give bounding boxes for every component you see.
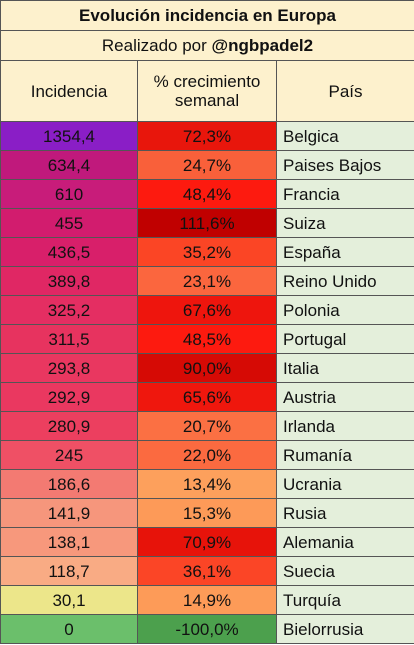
table-row: 455 111,6% Suiza xyxy=(0,208,414,238)
growth-cell: 15,3% xyxy=(137,498,277,528)
table-row: 30,1 14,9% Turquía xyxy=(0,585,414,615)
growth-cell: 48,4% xyxy=(137,179,277,209)
growth-cell: 13,4% xyxy=(137,469,277,499)
growth-cell: 70,9% xyxy=(137,527,277,557)
country-cell: Ucrania xyxy=(276,469,414,499)
country-cell: Alemania xyxy=(276,527,414,557)
incidence-cell: 1354,4 xyxy=(0,121,138,151)
growth-cell: 23,1% xyxy=(137,266,277,296)
growth-cell: 67,6% xyxy=(137,295,277,325)
incidence-cell: 138,1 xyxy=(0,527,138,557)
country-cell: Suecia xyxy=(276,556,414,586)
country-cell: Paises Bajos xyxy=(276,150,414,180)
incidence-cell: 280,9 xyxy=(0,411,138,441)
country-cell: Francia xyxy=(276,179,414,209)
country-cell: Austria xyxy=(276,382,414,412)
table-row: 293,8 90,0% Italia xyxy=(0,353,414,383)
table-row: 0 -100,0% Bielorrusia xyxy=(0,614,414,644)
growth-cell: 20,7% xyxy=(137,411,277,441)
incidence-cell: 311,5 xyxy=(0,324,138,354)
table-row: 245 22,0% Rumanía xyxy=(0,440,414,470)
country-cell: Turquía xyxy=(276,585,414,615)
growth-cell: 35,2% xyxy=(137,237,277,267)
table-row: 325,2 67,6% Polonia xyxy=(0,295,414,325)
table-row: 436,5 35,2% España xyxy=(0,237,414,267)
growth-cell: -100,0% xyxy=(137,614,277,644)
growth-cell: 24,7% xyxy=(137,150,277,180)
growth-cell: 22,0% xyxy=(137,440,277,470)
table-row: 292,9 65,6% Austria xyxy=(0,382,414,412)
growth-cell: 111,6% xyxy=(137,208,277,238)
growth-cell: 36,1% xyxy=(137,556,277,586)
country-cell: Portugal xyxy=(276,324,414,354)
table-row: 610 48,4% Francia xyxy=(0,179,414,209)
table-row: 186,6 13,4% Ucrania xyxy=(0,469,414,499)
incidence-cell: 141,9 xyxy=(0,498,138,528)
incidence-cell: 186,6 xyxy=(0,469,138,499)
table-row: 118,7 36,1% Suecia xyxy=(0,556,414,586)
table-row: 1354,4 72,3% Belgica xyxy=(0,121,414,151)
table-row: 389,8 23,1% Reino Unido xyxy=(0,266,414,296)
growth-cell: 72,3% xyxy=(137,121,277,151)
country-cell: Bielorrusia xyxy=(276,614,414,644)
incidence-cell: 610 xyxy=(0,179,138,209)
subtitle-prefix: Realizado por xyxy=(101,36,212,55)
table-row: 311,5 48,5% Portugal xyxy=(0,324,414,354)
country-cell: Irlanda xyxy=(276,411,414,441)
table-row: 138,1 70,9% Alemania xyxy=(0,527,414,557)
subtitle-handle: @ngbpadel2 xyxy=(211,36,314,55)
incidence-cell: 293,8 xyxy=(0,353,138,383)
incidence-cell: 455 xyxy=(0,208,138,238)
country-cell: Polonia xyxy=(276,295,414,325)
incidence-cell: 0 xyxy=(0,614,138,644)
growth-cell: 48,5% xyxy=(137,324,277,354)
incidence-cell: 30,1 xyxy=(0,585,138,615)
growth-cell: 90,0% xyxy=(137,353,277,383)
table-row: 141,9 15,3% Rusia xyxy=(0,498,414,528)
incidence-cell: 436,5 xyxy=(0,237,138,267)
incidence-cell: 292,9 xyxy=(0,382,138,412)
column-header: Incidencia xyxy=(0,60,138,122)
country-cell: Rumanía xyxy=(276,440,414,470)
incidence-cell: 118,7 xyxy=(0,556,138,586)
column-header: País xyxy=(276,60,414,122)
incidence-cell: 325,2 xyxy=(0,295,138,325)
incidence-cell: 634,4 xyxy=(0,150,138,180)
country-cell: Belgica xyxy=(276,121,414,151)
incidence-cell: 389,8 xyxy=(0,266,138,296)
country-cell: Reino Unido xyxy=(276,266,414,296)
table-row: 634,4 24,7% Paises Bajos xyxy=(0,150,414,180)
country-cell: Italia xyxy=(276,353,414,383)
incidence-cell: 245 xyxy=(0,440,138,470)
subtitle: Realizado por @ngbpadel2 xyxy=(0,30,414,61)
title: Evolución incidencia en Europa xyxy=(0,0,414,31)
country-cell: Suiza xyxy=(276,208,414,238)
country-cell: España xyxy=(276,237,414,267)
column-header: % crecimiento semanal xyxy=(137,60,277,122)
growth-cell: 14,9% xyxy=(137,585,277,615)
table-row: 280,9 20,7% Irlanda xyxy=(0,411,414,441)
country-cell: Rusia xyxy=(276,498,414,528)
growth-cell: 65,6% xyxy=(137,382,277,412)
